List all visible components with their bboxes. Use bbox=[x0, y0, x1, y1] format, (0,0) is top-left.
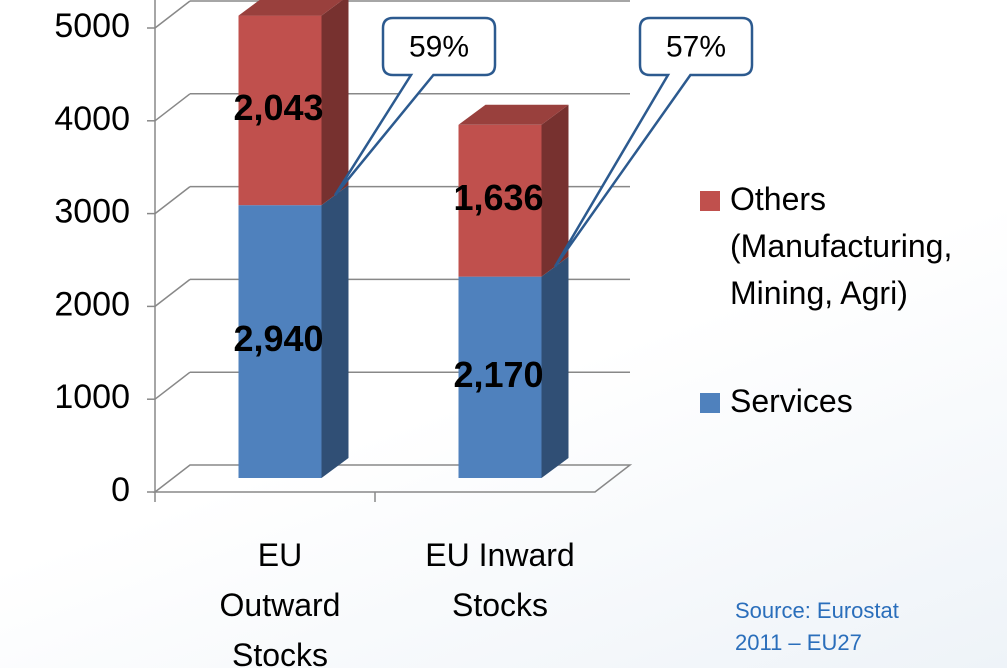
legend-swatch bbox=[700, 191, 720, 211]
source: Source: Eurostat 2011 – EU27 bbox=[735, 598, 899, 655]
data-label: 2,170 bbox=[453, 354, 543, 395]
bar bbox=[238, 205, 322, 478]
legend-label: Services bbox=[730, 383, 853, 419]
legend-label: Others (Manufacturing, Mining, Agri) bbox=[730, 181, 953, 311]
legend-swatch bbox=[700, 393, 720, 413]
bar-side bbox=[321, 0, 349, 206]
bar-side bbox=[541, 104, 569, 277]
bar bbox=[458, 124, 542, 277]
floor bbox=[152, 464, 633, 493]
y-tick-label: 4000 bbox=[54, 100, 130, 138]
data-label: 1,636 bbox=[453, 177, 543, 218]
grid-line bbox=[154, 93, 191, 122]
callout bbox=[553, 16, 754, 268]
callout bbox=[333, 16, 497, 196]
annotation: 59% bbox=[409, 30, 469, 63]
data-label: 2,940 bbox=[233, 318, 323, 359]
bar-top bbox=[458, 104, 569, 125]
bar-side bbox=[541, 256, 569, 478]
grid-line bbox=[154, 0, 191, 29]
annotation: 57% bbox=[666, 30, 726, 63]
bar bbox=[238, 15, 322, 206]
x-tick-label: EU Inward Stocks bbox=[425, 537, 575, 623]
y-tick-label: 1000 bbox=[54, 378, 130, 416]
data-label: 2,043 bbox=[233, 87, 323, 128]
y-tick-label: 2000 bbox=[54, 285, 130, 323]
grid-line bbox=[154, 186, 191, 215]
y-tick-label: 5000 bbox=[54, 7, 130, 45]
bar-side bbox=[321, 185, 349, 478]
bar-top bbox=[238, 0, 343, 16]
grid-line bbox=[154, 371, 191, 400]
y-tick-label: 3000 bbox=[54, 193, 130, 231]
y-tick-label: 0 bbox=[111, 471, 130, 509]
grid-line bbox=[154, 278, 191, 307]
bar bbox=[458, 276, 542, 478]
x-tick-label: EU Outward Stocks bbox=[219, 537, 341, 668]
